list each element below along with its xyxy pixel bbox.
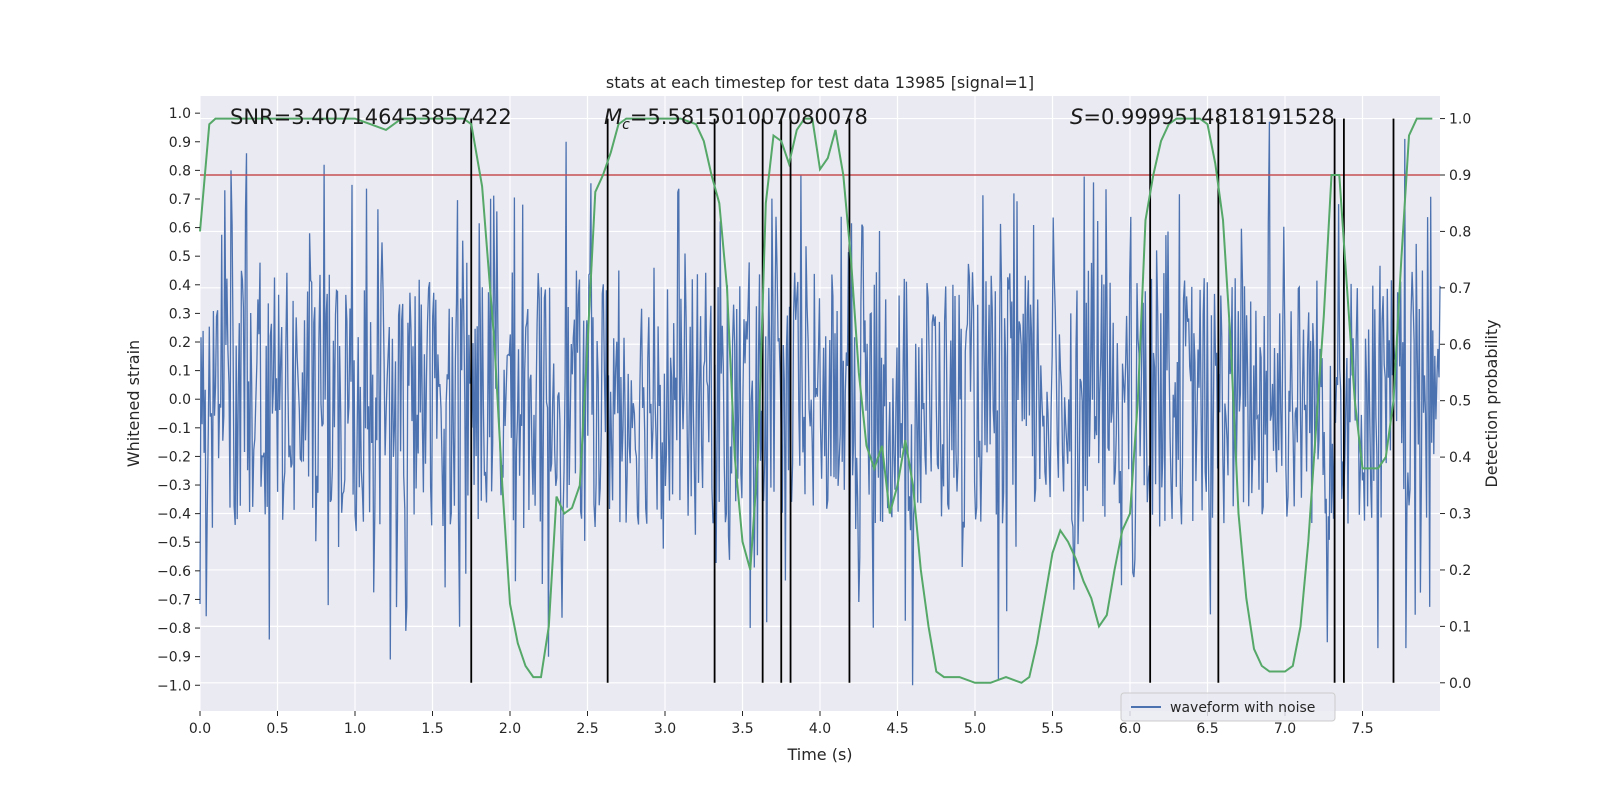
y-right-axis-ticks: 1.0 0.9 0.8 0.7 0.6 0.5 0.4 0.3 0.2 0.1 0.0	[1440, 112, 1471, 692]
y-left-tick-label: −1.0	[157, 678, 191, 694]
y-left-tick-label: 1.0	[169, 106, 191, 122]
y-left-tick-label: −0.3	[157, 478, 191, 494]
y-left-tick-label: −0.9	[157, 650, 191, 666]
y-left-tick-label: 0.9	[169, 135, 191, 151]
x-tick-label: 2.0	[499, 721, 521, 737]
y-left-tick-label: 0.7	[169, 192, 191, 208]
y-right-tick-label: 0.0	[1449, 676, 1471, 692]
score-value: =0.9999514818191528	[1083, 105, 1334, 129]
y-left-axis-label: Whitened strain	[124, 340, 143, 467]
y-left-tick-label: −0.2	[157, 449, 191, 465]
x-tick-label: 2.5	[576, 721, 598, 737]
y-right-tick-label: 0.2	[1449, 563, 1471, 579]
y-left-tick-label: 0.4	[169, 278, 191, 294]
legend-box	[1120, 692, 1336, 722]
y-right-tick-label: 0.8	[1449, 224, 1471, 240]
y-right-tick-label: 0.1	[1449, 619, 1471, 635]
y-left-tick-label: −0.7	[157, 592, 191, 608]
y-right-tick-label: 0.4	[1449, 450, 1471, 466]
y-left-tick-label: 0.5	[169, 249, 191, 265]
x-tick-label: 0.0	[189, 721, 211, 737]
x-tick-label: 4.0	[809, 721, 831, 737]
x-tick-label: 1.5	[421, 721, 443, 737]
waveform-series	[199, 121, 1441, 686]
legend: waveform with noise	[1120, 692, 1336, 722]
x-tick-label: 0.5	[266, 721, 288, 737]
chirp-mass-symbol: M	[604, 105, 622, 129]
y-left-tick-label: 0.8	[169, 163, 191, 179]
y-left-tick-label: −0.8	[157, 621, 191, 637]
x-tick-label: 7.0	[1274, 721, 1296, 737]
legend-label: waveform with noise	[1170, 700, 1315, 716]
x-tick-label: 4.5	[886, 721, 908, 737]
x-axis-ticks: 0.0 0.5 1.0 1.5 2.0 2.5 3.0 3.5 4.0 4.5 5.0 5.5 6.0 6…	[189, 711, 1374, 737]
y-left-tick-label: 0.2	[169, 335, 191, 351]
x-tick-label: 3.5	[731, 721, 753, 737]
score-annotation: S=0.9999514818191528	[1070, 105, 1335, 129]
y-left-tick-label: 0.0	[169, 392, 191, 408]
y-right-tick-label: 1.0	[1449, 112, 1471, 128]
chart-title: stats at each timestep for test data 139…	[606, 73, 1034, 92]
x-tick-label: 5.5	[1041, 721, 1063, 737]
event-lines	[470, 118, 1395, 683]
y-left-axis-ticks: 1.0 0.9 0.8 0.7 0.6 0.5 0.4 0.3 0.2 0.1 0.0 −0.1 −0.…	[157, 106, 200, 694]
y-left-tick-label: −0.5	[157, 535, 191, 551]
y-right-tick-label: 0.6	[1449, 337, 1471, 353]
score-symbol: S	[1070, 105, 1083, 129]
y-left-tick-label: −0.1	[157, 421, 191, 437]
y-right-tick-label: 0.3	[1449, 507, 1471, 523]
x-tick-label: 3.0	[654, 721, 676, 737]
snr-annotation: SNR=3.407146453857422	[230, 105, 512, 129]
x-tick-label: 6.5	[1196, 721, 1218, 737]
y-left-tick-label: −0.6	[157, 564, 191, 580]
y-right-tick-label: 0.5	[1449, 394, 1471, 410]
chirp-mass-annotation: Mc=5.581501007080078	[604, 105, 868, 133]
chirp-mass-value: =5.581501007080078	[630, 105, 868, 129]
probability-series	[199, 117, 1433, 684]
x-tick-label: 6.0	[1119, 721, 1141, 737]
y-left-tick-label: 0.1	[169, 364, 191, 380]
y-right-axis-label: Detection probability	[1482, 319, 1501, 487]
y-left-tick-label: 0.3	[169, 306, 191, 322]
x-tick-label: 5.0	[964, 721, 986, 737]
y-left-tick-label: −0.4	[157, 507, 191, 523]
y-right-tick-label: 0.9	[1449, 168, 1471, 184]
probability-line	[199, 117, 1433, 684]
x-tick-label: 1.0	[344, 721, 366, 737]
y-right-tick-label: 0.7	[1449, 281, 1471, 297]
x-axis-label: Time (s)	[786, 745, 852, 764]
y-left-tick-label: 0.6	[169, 221, 191, 237]
x-tick-label: 7.5	[1351, 721, 1373, 737]
waveform-line	[199, 121, 1441, 686]
chirp-mass-subscript: c	[622, 117, 630, 133]
